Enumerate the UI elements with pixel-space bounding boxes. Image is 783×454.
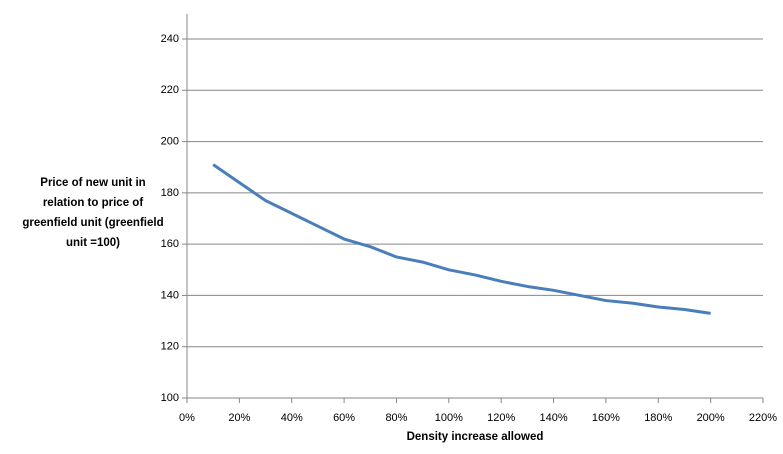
x-tick-label: 80% <box>385 412 407 424</box>
y-tick-label: 100 <box>161 392 179 404</box>
x-tick-label: 180% <box>644 412 672 424</box>
x-tick-label: 40% <box>281 412 303 424</box>
y-tick-label: 200 <box>161 135 179 147</box>
x-tick-label: 220% <box>749 412 777 424</box>
y-axis-title: greenfield unit (greenfield <box>22 217 163 229</box>
x-axis-title: Density increase allowed <box>407 431 544 443</box>
x-tick-label: 20% <box>228 412 250 424</box>
y-tick-label: 140 <box>161 289 179 301</box>
x-tick-label: 160% <box>592 412 620 424</box>
y-tick-label: 240 <box>161 33 179 45</box>
y-tick-label: 220 <box>161 84 179 96</box>
x-tick-label: 120% <box>487 412 515 424</box>
x-tick-label: 200% <box>697 412 725 424</box>
y-axis-title: Price of new unit in <box>40 177 145 189</box>
y-axis-title: unit =100) <box>66 237 120 249</box>
data-line <box>212 163 711 315</box>
x-tick-label: 0% <box>179 412 195 424</box>
y-tick-label: 160 <box>161 238 179 250</box>
y-axis-title: relation to price of <box>43 197 143 209</box>
x-tick-label: 100% <box>435 412 463 424</box>
x-tick-label: 140% <box>539 412 567 424</box>
y-tick-label: 120 <box>161 341 179 353</box>
y-tick-label: 180 <box>161 187 179 199</box>
x-tick-label: 60% <box>333 412 355 424</box>
